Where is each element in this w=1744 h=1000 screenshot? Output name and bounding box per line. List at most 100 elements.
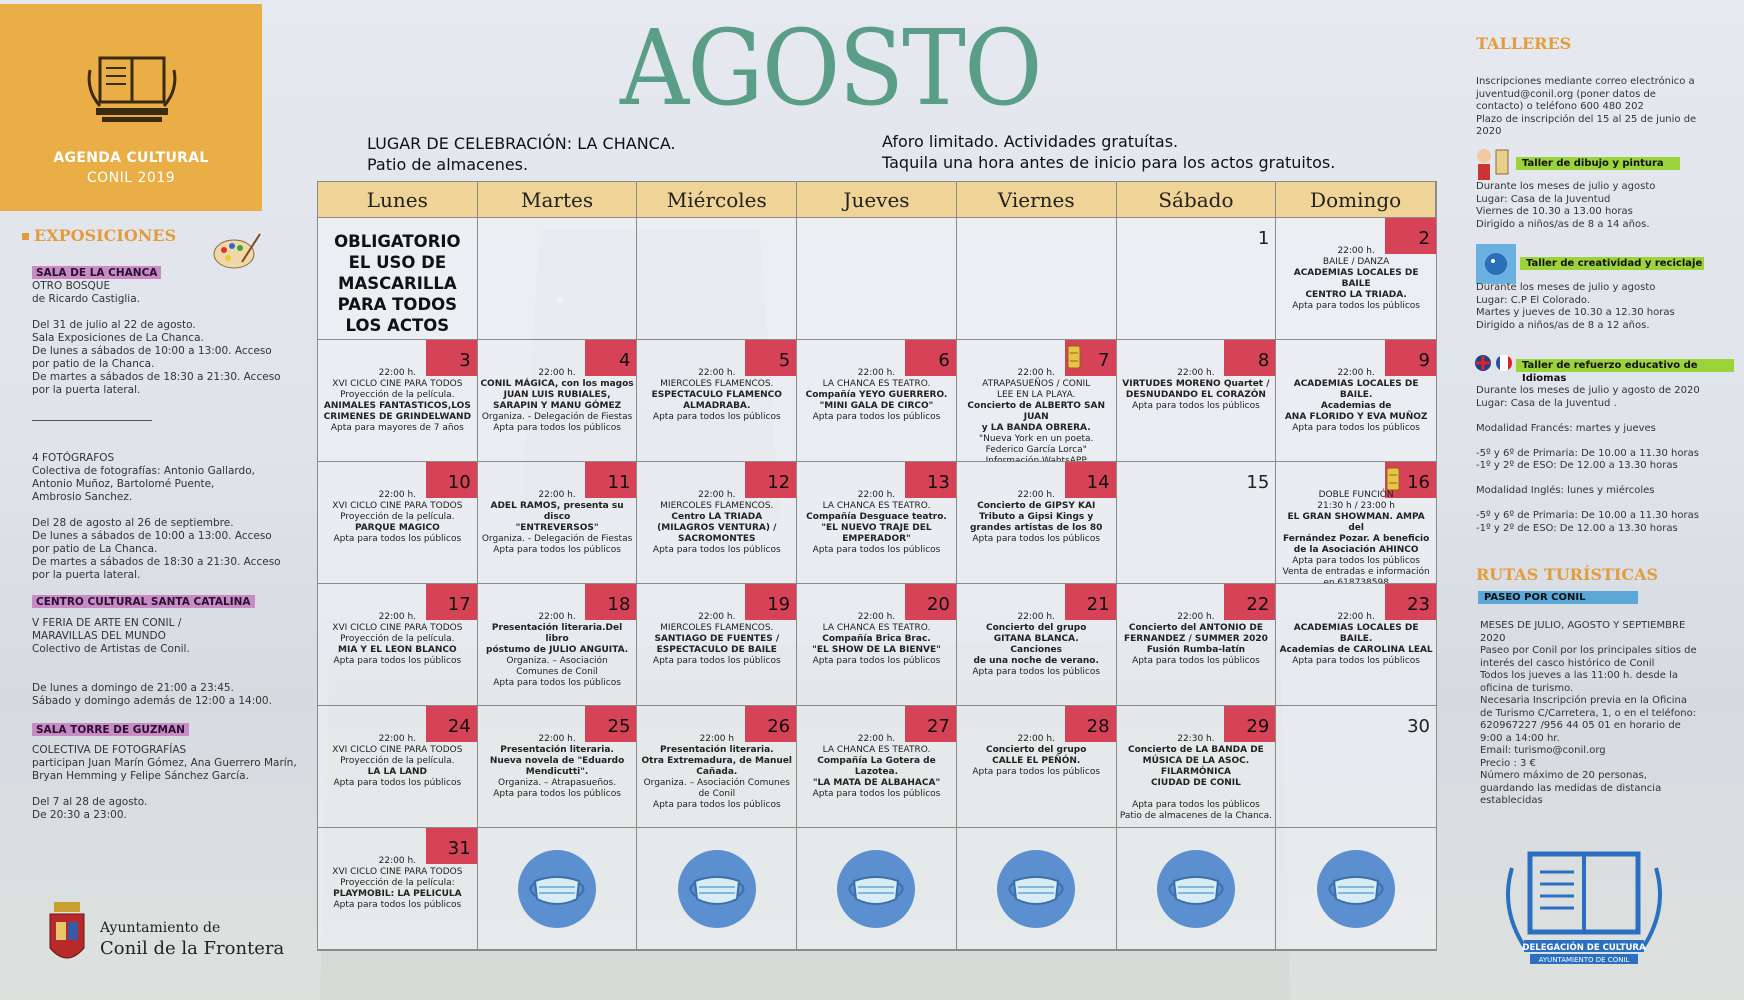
calendar-day: 27 22:00 h. LA CHANCA ES TEATRO. Compañía… xyxy=(797,706,957,828)
expo-colectiva-fotografias: COLECTIVA DE FOTOGRAFÍAS participan Juan… xyxy=(32,744,297,821)
calendar-day xyxy=(797,218,957,340)
taller-dibujo-label: Taller de dibujo y pintura xyxy=(1516,157,1680,170)
calendar-day: 20 22:00 h. LA CHANCA ES TEATRO. Compañía… xyxy=(797,584,957,706)
calendar-day: 19 22:00 h. MIERCOLES FLAMENCOS. SANTIAGO… xyxy=(637,584,798,706)
day-number: 21 xyxy=(1064,584,1116,620)
calendar-day: 17 22:00 h. XVI CICLO CINE PARA TODOS Pro… xyxy=(318,584,478,706)
exposiciones-heading: EXPOSICIONES xyxy=(22,226,176,245)
event-description: 22:00 h. ADEL RAMOS, presenta su disco "… xyxy=(481,490,633,555)
day-number: 9 xyxy=(1384,340,1436,376)
event-description: 22:00 h. ACADEMIAS LOCALES DE BAILE. Aca… xyxy=(1284,368,1428,433)
calendar-day: 23 22:00 h. ACADEMIAS LOCALES DE BAILE. A… xyxy=(1276,584,1436,706)
event-description: 22:00 h. LA CHANCA ES TEATRO. Compañía Y… xyxy=(805,368,948,422)
day-number: 20 xyxy=(904,584,956,620)
delegacion-cultura-logo: DELEGACIÓN DE CULTURA AYUNTAMIENTO DE CO… xyxy=(1506,851,1662,964)
calendar-day: 28 22:00 h. Concierto del grupo CALLE EL … xyxy=(956,706,1117,828)
rutas-text: MESES DE JULIO, AGOSTO Y SEPTIEMBRE 2020… xyxy=(1480,620,1697,806)
mask-reminder-cell xyxy=(637,828,798,950)
day-number: 22 xyxy=(1224,584,1276,620)
event-description: 22:00 h. Concierto de GIPSY KAI Tributo … xyxy=(969,490,1103,544)
day-number: 1 xyxy=(1257,228,1270,249)
calendar-day: 3 22:00 h. XVI CICLO CINE PARA TODOS Proy… xyxy=(318,340,478,462)
mask-reminder-cell xyxy=(956,828,1117,950)
calendar-day: 29 22:30 h. Concierto de LA BANDA DE MÚSI… xyxy=(1116,706,1277,828)
calendar-day: 12 22:00 h. MIERCOLES FLAMENCOS. Centro L… xyxy=(637,462,798,584)
rutas-heading: RUTAS TURÍSTICAS xyxy=(1476,565,1659,584)
event-description: 22:00 h. Presentación literaria.Del libr… xyxy=(486,612,629,688)
calendar-day: 11 22:00 h. ADEL RAMOS, presenta su disco… xyxy=(477,462,638,584)
day-number: 12 xyxy=(745,462,797,498)
calendar-day: 15 xyxy=(1116,462,1277,584)
venue-info: LUGAR DE CELEBRACIÓN: LA CHANCA. Patio d… xyxy=(367,134,676,174)
event-description: 22:00 h. VIRTUDES MORENO Quartet / DESNU… xyxy=(1122,368,1270,411)
calendar-day: 13 22:00 h. LA CHANCA ES TEATRO. Compañía… xyxy=(797,462,957,584)
venue-label-chanca: SALA DE LA CHANCA xyxy=(32,266,162,279)
calendar-day: 24 22:00 h. XVI CICLO CINE PARA TODOS Pro… xyxy=(318,706,478,828)
day-number: 17 xyxy=(425,584,477,620)
weekday-header: Sábado xyxy=(1116,182,1277,218)
event-description: 22:00 h. LA CHANCA ES TEATRO. Compañía B… xyxy=(812,612,941,666)
calendar-day: 9 22:00 h. ACADEMIAS LOCALES DE BAILE. Ac… xyxy=(1276,340,1436,462)
day-number: 19 xyxy=(745,584,797,620)
day-number: 6 xyxy=(904,340,956,376)
expo-feria-arte: V FERIA DE ARTE EN CONIL / MARAVILLAS DE… xyxy=(32,617,272,707)
calendar-day: 4 22:00 h. CONIL MÁGICA, con los magos JU… xyxy=(477,340,638,462)
event-description: 22:00 h. MIERCOLES FLAMENCOS. SANTIAGO D… xyxy=(652,612,781,666)
day-number: 25 xyxy=(585,706,637,742)
divider xyxy=(32,420,152,421)
calendar-day: 8 22:00 h. VIRTUDES MORENO Quartet / DESN… xyxy=(1116,340,1277,462)
event-description: 22:00 h. ATRAPASUEÑOS / CONIL LEE EN LA … xyxy=(967,368,1105,462)
calendar-day: 22 22:00 h. Concierto del ANTONIO DE FERN… xyxy=(1116,584,1277,706)
ticket-icon xyxy=(1067,345,1081,369)
face-mask-icon xyxy=(1156,849,1235,928)
calendar-day: 5 22:00 h. MIERCOLES FLAMENCOS. ESPECTACU… xyxy=(637,340,798,462)
event-description: 22:00 h. MIERCOLES FLAMENCOS. ESPECTACUL… xyxy=(651,368,782,422)
calendar-day xyxy=(477,218,638,340)
event-description: 22:00 h. XVI CICLO CINE PARA TODOS Proye… xyxy=(332,612,463,666)
event-description: 22:00 h. Presentación literaria. Nueva n… xyxy=(489,734,625,799)
calendar-grid: Lunes Martes Miércoles Jueves Viernes Sábado D… xyxy=(317,181,1437,951)
calendar-day: 10 22:00 h. XVI CICLO CINE PARA TODOS Pro… xyxy=(318,462,478,584)
day-number: 30 xyxy=(1407,716,1430,737)
bullet-square-icon xyxy=(22,233,29,240)
logo-line1: DELEGACIÓN DE CULTURA xyxy=(1522,941,1646,953)
event-description: 22:00 h Presentación literaria. Otra Ext… xyxy=(641,734,793,810)
calendar-day: OBLIGATORIO EL USO DE MASCARILLA PARA TO… xyxy=(318,218,478,340)
face-mask-icon xyxy=(837,849,916,928)
calendar-day: 16 DOBLE FUNCIÓN 21:30 h / 23:00 h EL GRA… xyxy=(1276,462,1436,584)
palette-icon xyxy=(213,233,261,269)
day-number: 31 xyxy=(425,828,477,864)
day-number: 10 xyxy=(425,462,477,498)
event-description: 22:00 h. XVI CICLO CINE PARA TODOS Proye… xyxy=(323,368,472,433)
calendar-day: 14 22:00 h. Concierto de GIPSY KAI Tribut… xyxy=(956,462,1117,584)
taller-creatividad-label: Taller de creatividad y reciclaje xyxy=(1520,257,1704,270)
logo-line2: AYUNTAMIENTO DE CONIL xyxy=(1539,956,1630,964)
face-mask-icon xyxy=(997,849,1076,928)
calendar-day: 21 22:00 h. Concierto del grupo GITANA BL… xyxy=(956,584,1117,706)
day-number: 23 xyxy=(1384,584,1436,620)
painter-icon xyxy=(1477,149,1509,180)
expo-otro-bosque: OTRO BOSQUE de Ricardo Castiglia. Del 31… xyxy=(32,280,281,396)
calendar-day: 6 22:00 h. LA CHANCA ES TEATRO. Compañía … xyxy=(797,340,957,462)
event-description: 22:00 h. CONIL MÁGICA, con los magos JUA… xyxy=(480,368,634,433)
event-description: 22:00 h. XVI CICLO CINE PARA TODOS Proye… xyxy=(332,734,463,788)
taller-idiomas-label: Taller de refuerzo educativo de Idiomas xyxy=(1516,359,1734,384)
face-mask-icon xyxy=(677,849,756,928)
face-mask-icon xyxy=(518,849,597,928)
event-description: 22:30 h. Concierto de LA BANDA DE MÚSICA… xyxy=(1119,734,1272,821)
day-number: 24 xyxy=(425,706,477,742)
expo-4-fotografos: 4 FOTÓGRAFOS Colectiva de fotografías: A… xyxy=(32,452,281,581)
weekday-header: Jueves xyxy=(797,182,957,218)
day-number: 29 xyxy=(1224,706,1276,742)
event-description: 22:00 h. LA CHANCA ES TEATRO. Compañía D… xyxy=(806,490,947,555)
day-number: 15 xyxy=(1246,472,1270,493)
event-description: 22:00 h. Concierto del ANTONIO DE FERNAN… xyxy=(1123,612,1268,666)
event-description: DOBLE FUNCIÓN 21:30 h / 23:00 h EL GRAN … xyxy=(1282,490,1430,584)
day-number: 13 xyxy=(904,462,956,498)
mask-reminder-cell xyxy=(797,828,957,950)
cultura-book-logo xyxy=(87,56,177,122)
talleres-heading: TALLERES xyxy=(1476,34,1572,53)
ayuntamiento-line2: Conil de la Frontera xyxy=(100,938,285,959)
day-number: 8 xyxy=(1224,340,1276,376)
weekday-header: Lunes xyxy=(318,182,478,218)
